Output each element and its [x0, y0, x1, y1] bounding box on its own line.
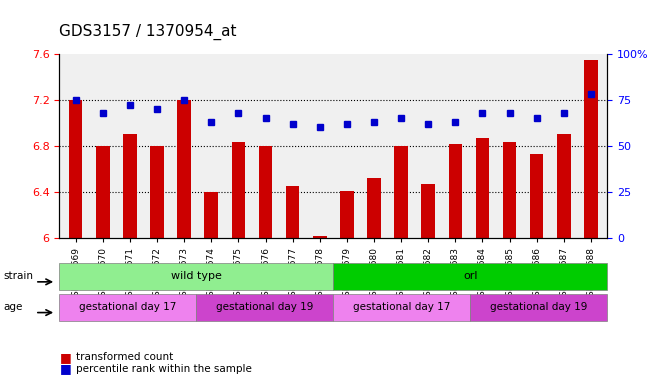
Text: wild type: wild type — [171, 271, 222, 281]
Bar — [123, 134, 137, 238]
Bar — [422, 184, 435, 238]
Bar — [503, 142, 516, 238]
Bar — [394, 146, 408, 238]
Text: age: age — [3, 302, 22, 312]
Bar — [259, 146, 273, 238]
Bar — [557, 134, 571, 238]
Bar — [150, 146, 164, 238]
Bar — [286, 186, 300, 238]
Bar — [340, 191, 354, 238]
Bar — [69, 100, 82, 238]
Text: gestational day 19: gestational day 19 — [216, 302, 314, 312]
Bar — [232, 142, 245, 238]
Bar — [449, 144, 462, 238]
Text: GDS3157 / 1370954_at: GDS3157 / 1370954_at — [59, 24, 237, 40]
Bar — [96, 146, 110, 238]
Text: ■: ■ — [59, 351, 71, 364]
Text: gestational day 17: gestational day 17 — [79, 302, 177, 312]
Text: strain: strain — [3, 271, 33, 281]
Bar — [313, 236, 327, 238]
Bar — [205, 192, 218, 238]
Bar — [178, 100, 191, 238]
Bar — [584, 60, 598, 238]
Text: transformed count: transformed count — [76, 352, 173, 362]
Bar — [476, 138, 489, 238]
Text: ■: ■ — [59, 362, 71, 375]
Text: orl: orl — [463, 271, 477, 281]
Text: gestational day 17: gestational day 17 — [353, 302, 451, 312]
Bar — [367, 178, 381, 238]
Text: gestational day 19: gestational day 19 — [490, 302, 587, 312]
Bar — [530, 154, 543, 238]
Text: percentile rank within the sample: percentile rank within the sample — [76, 364, 251, 374]
